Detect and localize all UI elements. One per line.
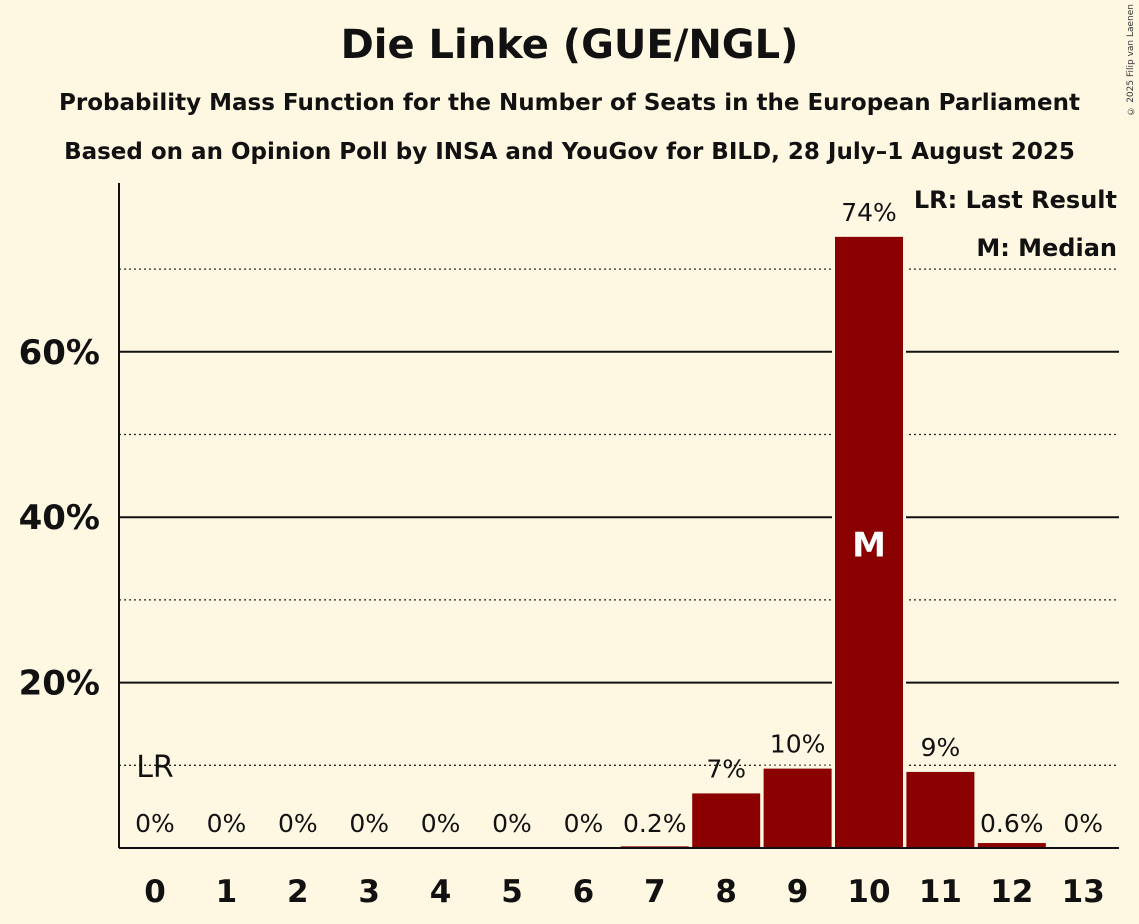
x-tick-label: 1 xyxy=(216,874,238,910)
x-tick-label: 13 xyxy=(1062,874,1105,910)
x-tick-label: 11 xyxy=(919,874,962,910)
data-label: 0% xyxy=(421,809,461,838)
y-tick-label: 60% xyxy=(19,333,100,373)
x-tick-label: 2 xyxy=(287,874,309,910)
x-tick-label: 12 xyxy=(990,874,1033,910)
bar xyxy=(692,793,761,848)
data-label: 0% xyxy=(135,809,175,838)
data-label: 0% xyxy=(207,809,247,838)
x-tick-label: 5 xyxy=(501,874,523,910)
last-result-marker: LR xyxy=(136,750,174,785)
data-label: 74% xyxy=(841,198,897,227)
bar xyxy=(977,843,1046,848)
y-tick-label: 40% xyxy=(19,498,100,538)
data-label: 0% xyxy=(1063,809,1103,838)
bar xyxy=(763,768,832,848)
chart-subtitle-source: Based on an Opinion Poll by INSA and You… xyxy=(64,139,1075,165)
chart-title: Die Linke (GUE/NGL) xyxy=(340,22,799,68)
data-label: 0% xyxy=(349,809,389,838)
x-tick-label: 9 xyxy=(787,874,809,910)
data-label: 0.2% xyxy=(623,809,687,838)
data-label: 7% xyxy=(706,754,746,783)
data-label: 0% xyxy=(492,809,532,838)
bar xyxy=(906,771,975,848)
x-tick-label: 4 xyxy=(430,874,452,910)
data-label: 0.6% xyxy=(980,809,1044,838)
data-label: 0% xyxy=(278,809,318,838)
data-label: 10% xyxy=(770,730,826,759)
x-tick-label: 6 xyxy=(573,874,595,910)
legend-median: M: Median xyxy=(976,234,1117,262)
bar-gap xyxy=(617,843,692,848)
y-tick-label: 20% xyxy=(19,664,100,704)
median-marker: M xyxy=(852,525,886,565)
data-label: 0% xyxy=(564,809,604,838)
chart-subtitle: Probability Mass Function for the Number… xyxy=(59,90,1080,116)
x-tick-label: 10 xyxy=(847,874,890,910)
legend-last-result: LR: Last Result xyxy=(913,186,1117,214)
x-tick-label: 0 xyxy=(144,874,166,910)
data-label: 9% xyxy=(921,733,961,762)
x-tick-label: 3 xyxy=(358,874,380,910)
x-tick-label: 7 xyxy=(644,874,666,910)
bar xyxy=(835,236,903,849)
x-tick-label: 8 xyxy=(715,874,737,910)
